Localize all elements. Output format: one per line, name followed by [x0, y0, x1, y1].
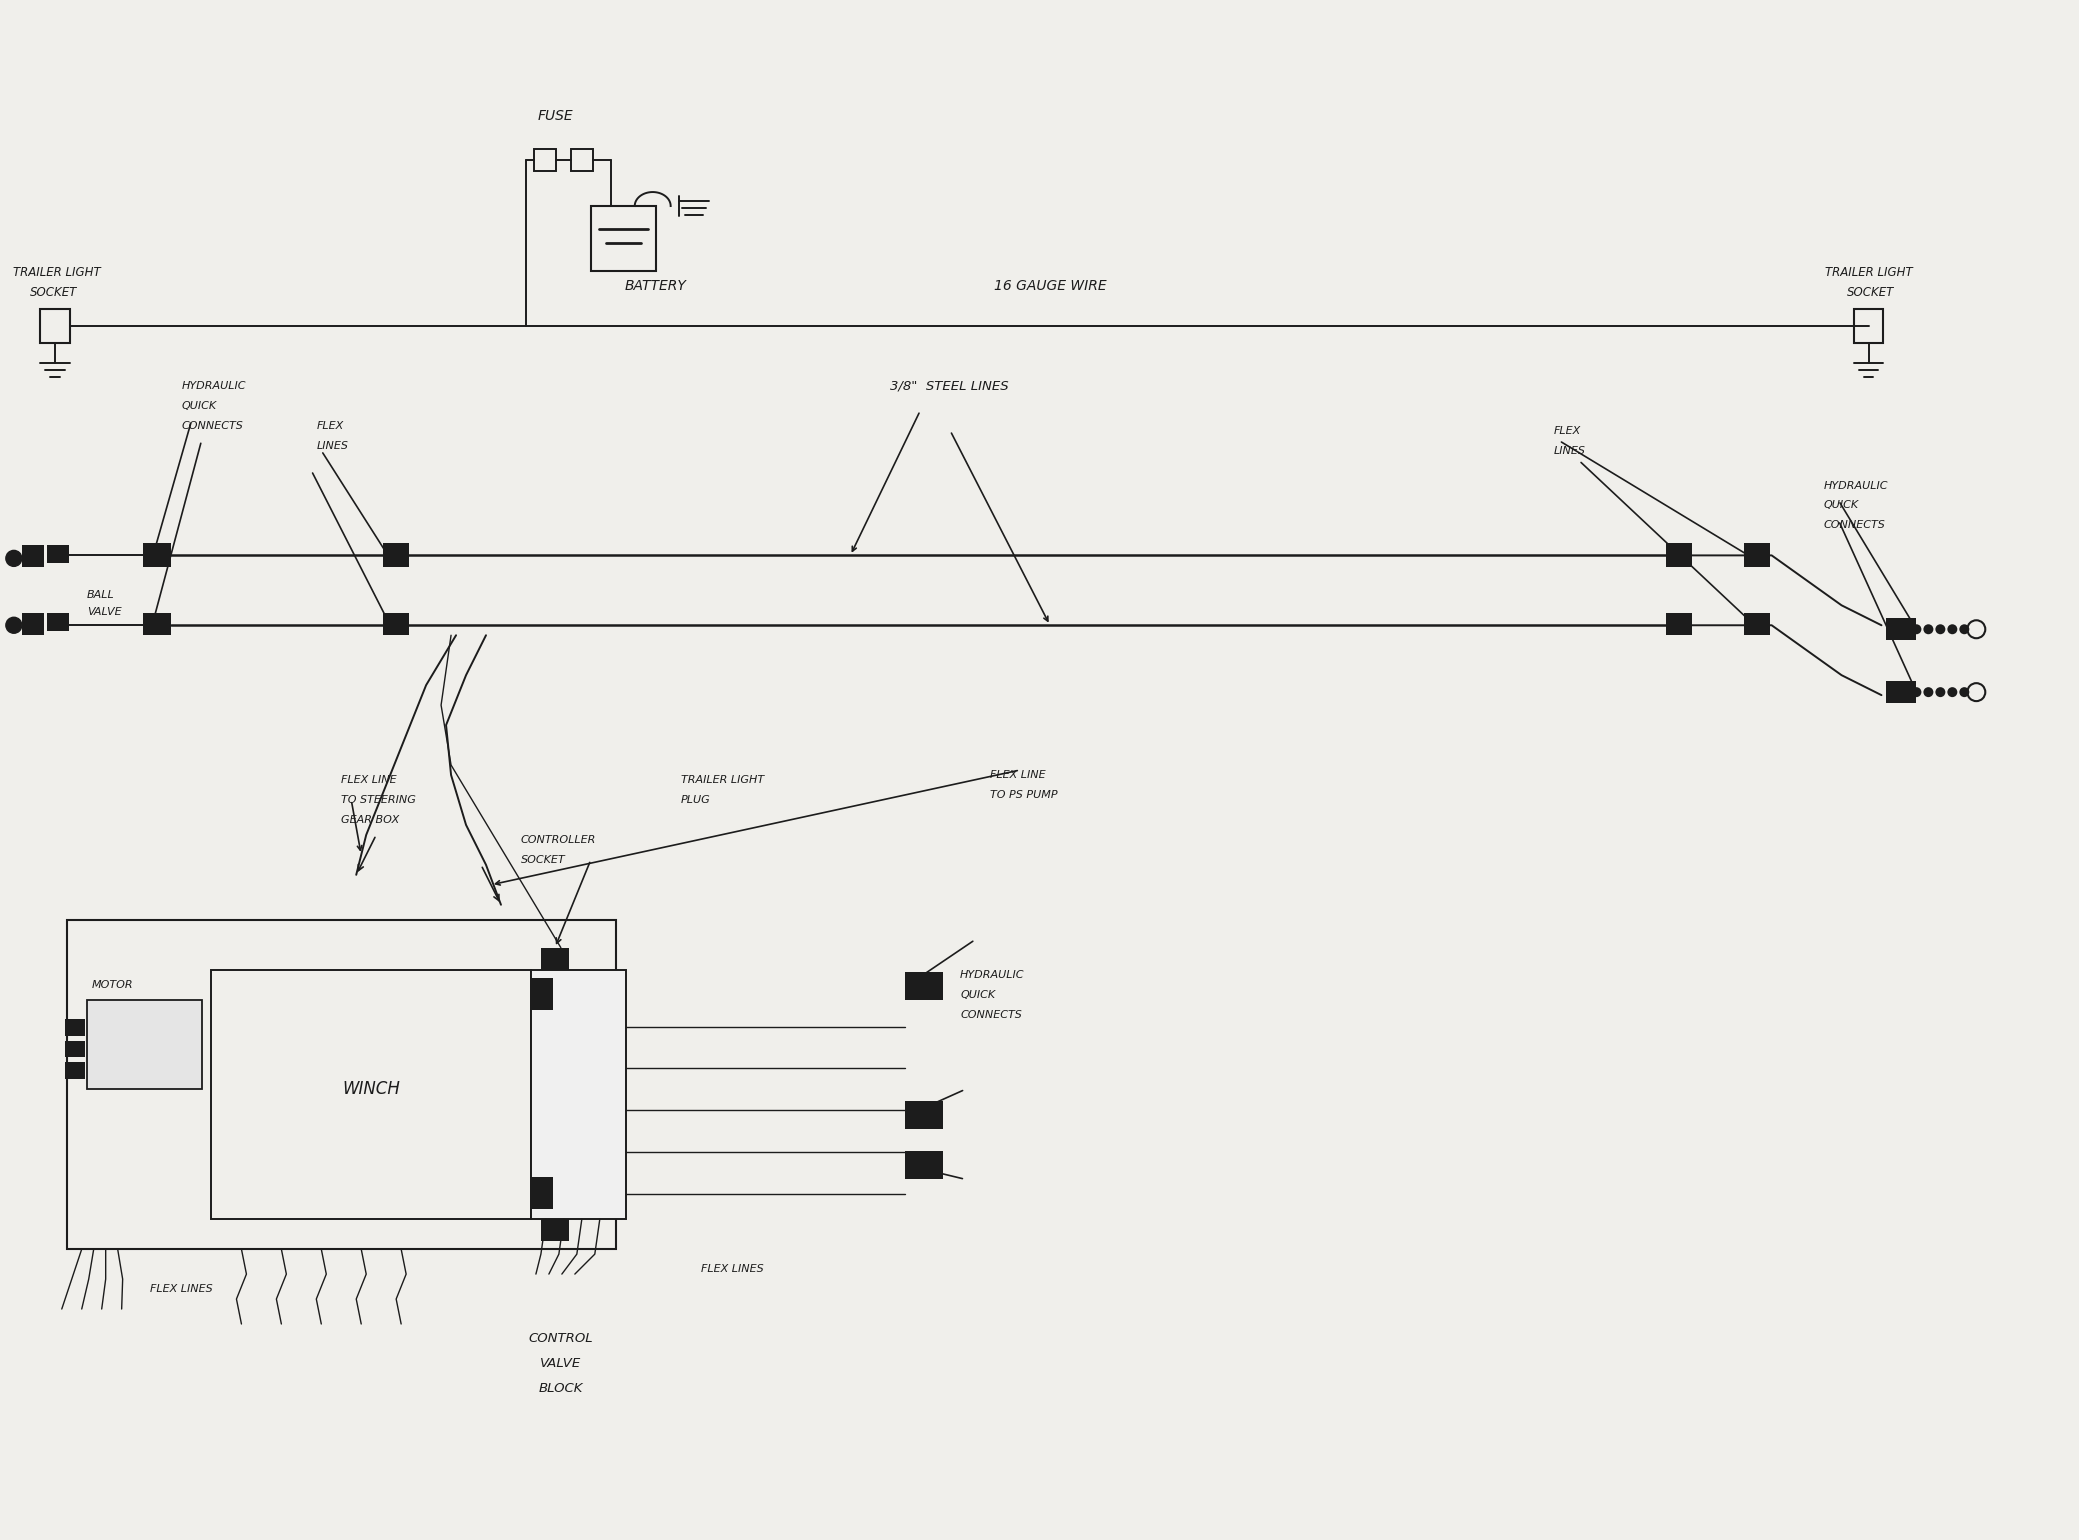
Text: FLEX: FLEX: [316, 420, 343, 431]
Bar: [40, 310, 71, 343]
Bar: [212, 970, 530, 1220]
Circle shape: [1948, 687, 1956, 698]
Bar: [1744, 544, 1769, 567]
Text: VALVE: VALVE: [541, 1357, 582, 1371]
Bar: [541, 947, 570, 970]
Circle shape: [1936, 624, 1946, 634]
Text: 16 GAUGE WIRE: 16 GAUGE WIRE: [994, 279, 1106, 293]
Bar: [383, 613, 410, 634]
Text: LINES: LINES: [1555, 445, 1586, 456]
Bar: [87, 999, 202, 1089]
Text: LINES: LINES: [316, 440, 349, 451]
Bar: [23, 545, 44, 567]
Bar: [541, 1220, 570, 1241]
Bar: [64, 1018, 85, 1035]
Text: CONTROL: CONTROL: [528, 1332, 593, 1346]
Circle shape: [1958, 624, 1969, 634]
Bar: [143, 613, 170, 634]
Circle shape: [6, 618, 23, 633]
Bar: [383, 544, 410, 567]
Bar: [904, 972, 944, 999]
Circle shape: [1936, 687, 1946, 698]
Text: BLOCK: BLOCK: [538, 1383, 582, 1395]
Circle shape: [1923, 624, 1933, 634]
Text: TO PS PUMP: TO PS PUMP: [990, 790, 1058, 799]
Text: HYDRAULIC: HYDRAULIC: [1823, 480, 1888, 491]
Text: CONNECTS: CONNECTS: [1823, 521, 1886, 530]
Bar: [904, 1152, 944, 1180]
Bar: [590, 206, 655, 271]
Bar: [143, 544, 170, 567]
Text: FLEX LINE: FLEX LINE: [341, 775, 397, 785]
Text: HYDRAULIC: HYDRAULIC: [181, 380, 245, 391]
Text: SOCKET: SOCKET: [1846, 286, 1894, 299]
Bar: [1886, 618, 1917, 641]
Text: TRAILER LIGHT: TRAILER LIGHT: [680, 775, 763, 785]
Text: CONNECTS: CONNECTS: [960, 1010, 1023, 1019]
Bar: [1665, 544, 1692, 567]
Text: SOCKET: SOCKET: [522, 855, 565, 865]
Bar: [64, 1063, 85, 1080]
Bar: [1665, 613, 1692, 634]
Text: BALL: BALL: [87, 590, 114, 601]
Text: FLEX: FLEX: [1555, 425, 1582, 436]
Bar: [530, 978, 553, 1010]
Text: PLUG: PLUG: [680, 795, 711, 805]
Bar: [48, 613, 69, 631]
Bar: [530, 1177, 553, 1209]
Text: CONTROLLER: CONTROLLER: [522, 835, 597, 845]
Bar: [48, 545, 69, 564]
Text: QUICK: QUICK: [1823, 500, 1859, 510]
Text: QUICK: QUICK: [960, 990, 996, 999]
Text: BATTERY: BATTERY: [626, 279, 686, 293]
Bar: [1854, 310, 1884, 343]
Bar: [572, 149, 593, 171]
Bar: [64, 1041, 85, 1058]
Text: HYDRAULIC: HYDRAULIC: [960, 970, 1025, 979]
Circle shape: [1948, 624, 1956, 634]
Bar: [23, 613, 44, 634]
Bar: [67, 919, 615, 1249]
Text: TRAILER LIGHT: TRAILER LIGHT: [1825, 266, 1913, 279]
Text: CONNECTS: CONNECTS: [181, 420, 243, 431]
Text: 3/8"  STEEL LINES: 3/8" STEEL LINES: [890, 379, 1008, 393]
Text: FLEX LINES: FLEX LINES: [150, 1284, 212, 1294]
Bar: [530, 970, 626, 1220]
Circle shape: [1958, 687, 1969, 698]
Text: WINCH: WINCH: [343, 1081, 399, 1098]
Circle shape: [6, 550, 23, 567]
Bar: [1744, 613, 1769, 634]
Text: MOTOR: MOTOR: [91, 979, 133, 990]
Circle shape: [1911, 624, 1921, 634]
Text: FUSE: FUSE: [538, 109, 574, 123]
Text: TRAILER LIGHT: TRAILER LIGHT: [12, 266, 100, 279]
Text: TO STEERING: TO STEERING: [341, 795, 416, 805]
Text: FLEX LINES: FLEX LINES: [701, 1264, 763, 1274]
Text: GEAR BOX: GEAR BOX: [341, 815, 399, 825]
Bar: [534, 149, 555, 171]
Bar: [904, 1101, 944, 1129]
Text: SOCKET: SOCKET: [31, 286, 77, 299]
Text: VALVE: VALVE: [87, 607, 121, 618]
Bar: [1886, 681, 1917, 704]
Text: FLEX LINE: FLEX LINE: [990, 770, 1046, 779]
Circle shape: [1923, 687, 1933, 698]
Text: QUICK: QUICK: [181, 400, 216, 411]
Circle shape: [1911, 687, 1921, 698]
